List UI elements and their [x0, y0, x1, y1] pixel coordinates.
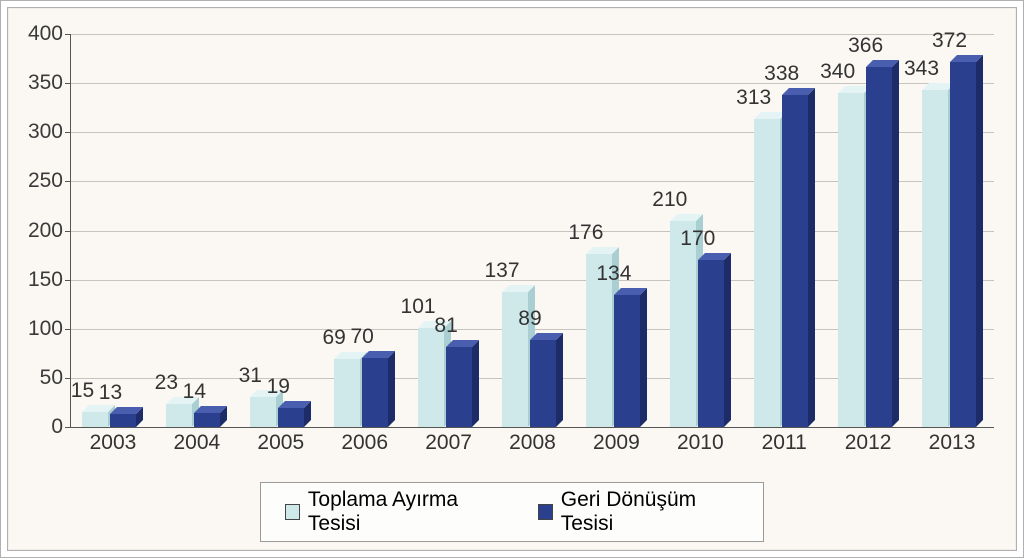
x-tick-label: 2013	[910, 431, 994, 455]
x-tick-label: 2012	[826, 431, 910, 455]
value-label: 13	[99, 381, 122, 405]
bar-group: 13789	[491, 34, 575, 427]
x-tick-label: 2007	[407, 431, 491, 455]
value-label: 89	[518, 307, 541, 331]
chart-frame: 050100150200250300350400 151323143119697…	[7, 7, 1017, 551]
bar-group: 343372	[910, 34, 994, 427]
y-tick-label: 250	[28, 169, 71, 193]
outer-frame: 050100150200250300350400 151323143119697…	[0, 0, 1024, 558]
value-label: 170	[680, 227, 715, 251]
value-label: 343	[904, 57, 939, 81]
value-label: 338	[764, 62, 799, 86]
value-label: 210	[652, 188, 687, 212]
y-tick-label: 350	[28, 71, 71, 95]
value-label: 31	[239, 364, 262, 388]
chart-area: 050100150200250300350400 151323143119697…	[70, 34, 994, 458]
legend-swatch-b	[538, 504, 553, 520]
legend: Toplama Ayırma Tesisi Geri Dönüşüm Tesis…	[260, 482, 764, 542]
value-label: 23	[155, 371, 178, 395]
value-label: 340	[820, 60, 855, 84]
x-axis-labels: 2003200420052006200720082009201020112012…	[71, 431, 994, 455]
value-label: 69	[322, 326, 345, 350]
x-tick-label: 2003	[71, 431, 155, 455]
y-tick-label: 50	[40, 366, 71, 390]
y-tick-label: 100	[28, 317, 71, 341]
x-tick-label: 2011	[742, 431, 826, 455]
legend-item-series-b: Geri Dönüşüm Tesisi	[538, 488, 739, 536]
bar-group: 3119	[239, 34, 323, 427]
y-tick-label: 400	[28, 22, 71, 46]
value-label: 15	[71, 379, 94, 403]
bar-group: 1513	[71, 34, 155, 427]
value-label: 313	[736, 86, 771, 110]
bar-group: 6970	[323, 34, 407, 427]
value-label: 19	[267, 375, 290, 399]
value-label: 134	[596, 262, 631, 286]
legend-item-series-a: Toplama Ayırma Tesisi	[285, 488, 500, 536]
legend-label-b: Geri Dönüşüm Tesisi	[561, 488, 739, 536]
legend-label-a: Toplama Ayırma Tesisi	[308, 488, 500, 536]
y-tick-label: 200	[28, 219, 71, 243]
bar-group: 2314	[155, 34, 239, 427]
bar-group: 340366	[826, 34, 910, 427]
bar-group: 313338	[742, 34, 826, 427]
x-tick-label: 2010	[658, 431, 742, 455]
value-label: 372	[932, 29, 967, 53]
y-tick-label: 300	[28, 120, 71, 144]
legend-swatch-a	[285, 504, 300, 520]
value-label: 81	[434, 314, 457, 338]
x-tick-label: 2005	[239, 431, 323, 455]
y-tick-label: 150	[28, 268, 71, 292]
x-tick-label: 2009	[574, 431, 658, 455]
x-tick-label: 2004	[155, 431, 239, 455]
value-label: 366	[848, 34, 883, 58]
bar-group: 10181	[407, 34, 491, 427]
y-tick-label: 0	[51, 415, 71, 439]
value-label: 70	[350, 325, 373, 349]
x-tick-label: 2008	[491, 431, 575, 455]
value-label: 137	[484, 259, 519, 283]
x-tick-label: 2006	[323, 431, 407, 455]
bars-container: 1513231431196970101811378917613421017031…	[71, 34, 994, 427]
value-label: 101	[401, 295, 436, 319]
plot-area: 050100150200250300350400 151323143119697…	[70, 34, 994, 428]
bar-group: 176134	[574, 34, 658, 427]
value-label: 176	[568, 221, 603, 245]
value-label: 14	[183, 380, 206, 404]
bar-group: 210170	[658, 34, 742, 427]
